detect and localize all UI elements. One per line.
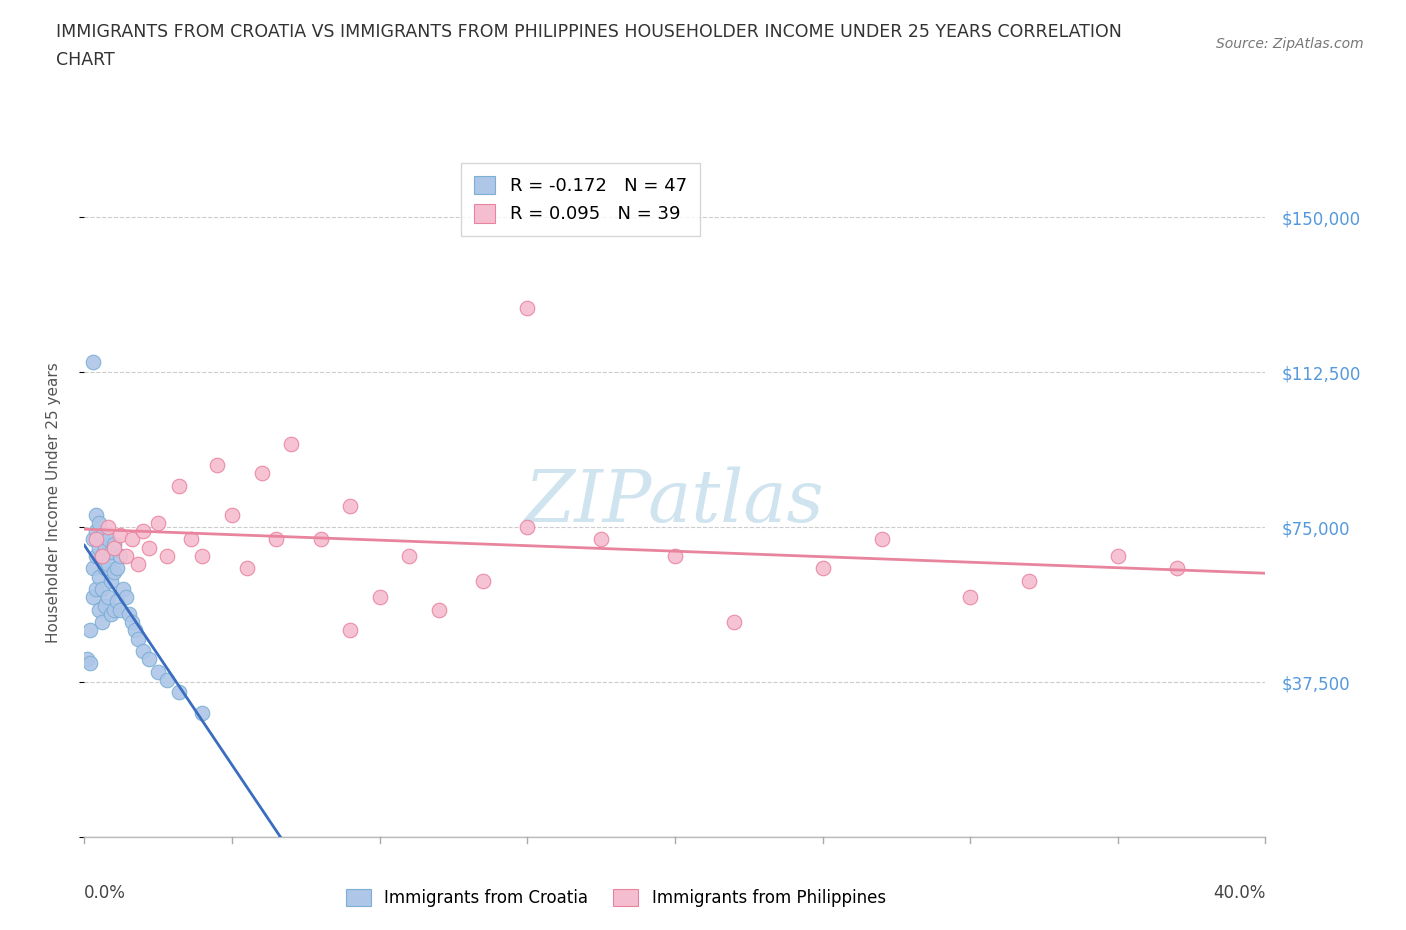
Point xyxy=(108,528,131,543)
Point xyxy=(103,536,125,551)
Point xyxy=(723,615,745,630)
Point xyxy=(84,532,107,547)
Point xyxy=(167,478,190,493)
Point xyxy=(1018,573,1040,588)
Point xyxy=(221,507,243,522)
Point xyxy=(103,603,125,618)
Text: 0.0%: 0.0% xyxy=(84,884,127,902)
Point xyxy=(124,623,146,638)
Text: 40.0%: 40.0% xyxy=(1213,884,1265,902)
Point xyxy=(82,590,104,604)
Point xyxy=(127,631,149,646)
Y-axis label: Householder Income Under 25 years: Householder Income Under 25 years xyxy=(46,362,60,643)
Point xyxy=(94,540,117,555)
Point xyxy=(339,498,361,513)
Point xyxy=(84,549,107,564)
Text: Source: ZipAtlas.com: Source: ZipAtlas.com xyxy=(1216,37,1364,51)
Point xyxy=(959,590,981,604)
Point xyxy=(97,520,120,535)
Point xyxy=(111,581,134,596)
Point xyxy=(516,520,538,535)
Point xyxy=(591,532,613,547)
Point xyxy=(250,466,273,481)
Point xyxy=(516,300,538,315)
Point xyxy=(472,573,495,588)
Point xyxy=(368,590,391,604)
Point xyxy=(156,672,179,687)
Point xyxy=(82,532,104,547)
Text: IMMIGRANTS FROM CROATIA VS IMMIGRANTS FROM PHILIPPINES HOUSEHOLDER INCOME UNDER : IMMIGRANTS FROM CROATIA VS IMMIGRANTS FR… xyxy=(56,23,1122,41)
Point xyxy=(811,561,834,576)
Legend: Immigrants from Croatia, Immigrants from Philippines: Immigrants from Croatia, Immigrants from… xyxy=(337,881,894,916)
Point xyxy=(79,656,101,671)
Point xyxy=(108,603,131,618)
Point xyxy=(91,549,114,564)
Point xyxy=(89,540,111,555)
Point xyxy=(121,615,143,630)
Text: CHART: CHART xyxy=(56,51,115,69)
Point xyxy=(132,644,155,658)
Point xyxy=(89,603,111,618)
Point xyxy=(339,623,361,638)
Point xyxy=(127,557,149,572)
Point xyxy=(398,549,420,564)
Point xyxy=(108,549,131,564)
Point xyxy=(84,524,107,538)
Point xyxy=(236,561,259,576)
Point xyxy=(191,706,214,721)
Point xyxy=(100,573,122,588)
Point xyxy=(105,594,128,609)
Point xyxy=(97,532,120,547)
Point xyxy=(264,532,288,547)
Point xyxy=(205,458,228,472)
Point xyxy=(148,664,170,679)
Point xyxy=(132,524,155,538)
Point xyxy=(84,507,107,522)
Point xyxy=(91,615,114,630)
Point xyxy=(191,549,214,564)
Point xyxy=(1166,561,1188,576)
Point xyxy=(870,532,893,547)
Point xyxy=(94,561,117,576)
Point xyxy=(148,515,170,530)
Point xyxy=(180,532,202,547)
Point xyxy=(167,684,190,699)
Point xyxy=(138,540,160,555)
Point xyxy=(100,544,122,559)
Point xyxy=(114,590,136,604)
Point xyxy=(91,581,114,596)
Point xyxy=(94,598,117,613)
Point xyxy=(91,549,114,564)
Point xyxy=(427,603,450,618)
Point xyxy=(79,623,101,638)
Point xyxy=(91,528,114,543)
Point xyxy=(118,606,141,621)
Point xyxy=(82,561,104,576)
Point xyxy=(89,569,111,584)
Point xyxy=(138,652,160,667)
Point xyxy=(84,581,107,596)
Point xyxy=(103,540,125,555)
Text: ZIPatlas: ZIPatlas xyxy=(524,467,825,538)
Point xyxy=(280,437,302,452)
Point xyxy=(82,354,104,369)
Point xyxy=(97,557,120,572)
Point xyxy=(114,549,136,564)
Point xyxy=(1107,549,1129,564)
Point xyxy=(309,532,332,547)
Point xyxy=(100,606,122,621)
Point xyxy=(121,532,143,547)
Point xyxy=(156,549,179,564)
Point xyxy=(103,565,125,580)
Point xyxy=(105,561,128,576)
Point xyxy=(76,652,98,667)
Point xyxy=(89,515,111,530)
Point xyxy=(97,590,120,604)
Point xyxy=(664,549,686,564)
